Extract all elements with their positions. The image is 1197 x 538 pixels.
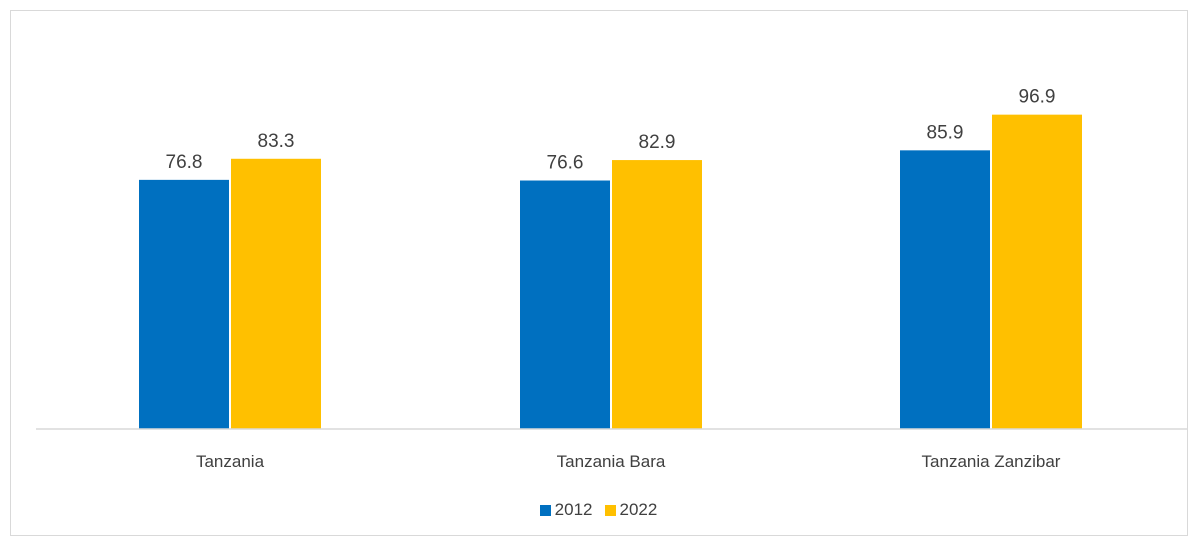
legend-label-2022: 2022 [619, 500, 658, 519]
legend: 2012 2022 [0, 497, 1197, 523]
data-label-2012-tanzania: 76.8 [166, 152, 203, 173]
legend-swatch-2022 [604, 504, 616, 516]
bar-2022-tanzania-zanzibar [992, 114, 1082, 429]
legend-item-2012: 2012 [539, 500, 593, 520]
x-tick-label-tanzania-zanzibar: Tanzania Zanzibar [922, 452, 1061, 471]
bar-2012-tanzania [139, 179, 229, 429]
x-tick-label-tanzania-bara: Tanzania Bara [557, 452, 666, 471]
data-label-2022-tanzania-bara: 82.9 [639, 132, 676, 153]
bars-layer [139, 114, 1082, 430]
data-label-2022-tanzania: 83.3 [258, 131, 295, 152]
data-label-2022-tanzania-zanzibar: 96.9 [1019, 87, 1056, 108]
legend-label-2012: 2012 [554, 500, 593, 519]
data-labels-layer: 76.8 83.3 76.6 82.9 85.9 96.9 [166, 87, 1056, 174]
bar-2022-tanzania [231, 158, 321, 430]
legend-item-2022: 2022 [604, 500, 658, 520]
bar-2012-tanzania-zanzibar [900, 150, 990, 429]
bar-2012-tanzania-bara [520, 180, 610, 429]
x-tick-label-tanzania: Tanzania [196, 452, 265, 471]
data-label-2012-tanzania-zanzibar: 85.9 [927, 122, 964, 143]
data-label-2012-tanzania-bara: 76.6 [547, 153, 584, 174]
x-tick-labels: Tanzania Tanzania Bara Tanzania Zanzibar [196, 452, 1061, 471]
legend-swatch-2012 [539, 504, 551, 516]
bar-2022-tanzania-bara [612, 160, 702, 430]
